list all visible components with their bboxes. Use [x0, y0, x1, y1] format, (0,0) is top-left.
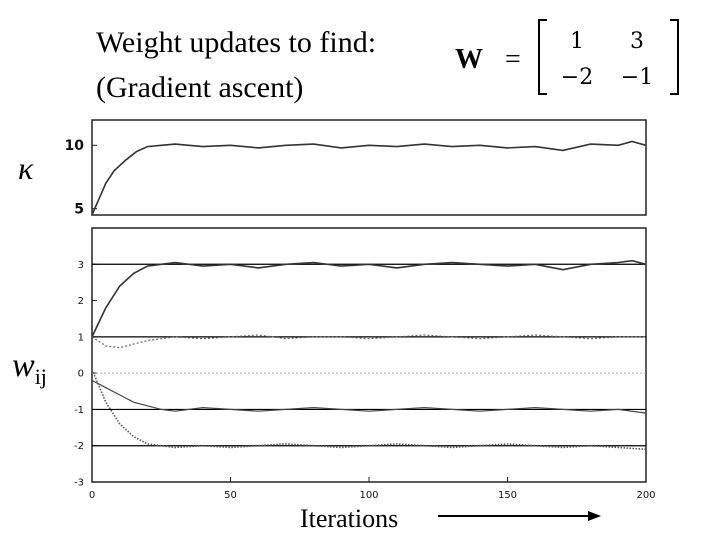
weights-xtick-label: 50: [224, 490, 237, 501]
left-bracket: [538, 19, 547, 95]
weights-xtick-label: 150: [498, 490, 517, 501]
title-line-1: Weight updates to find:: [96, 26, 377, 59]
matrix-equation: W = 1 3 −2 −1: [455, 19, 679, 95]
weights-ytick-label: 3: [78, 260, 84, 271]
kappa-label: κ: [18, 150, 34, 186]
kappa-ytick-label: 5: [74, 202, 84, 218]
kappa-series-line-1: [91, 140, 647, 216]
weights-xtick-label: 0: [89, 490, 95, 501]
title-line-2: (Gradient ascent): [96, 71, 304, 104]
matrix-cell-11: 1: [570, 29, 584, 54]
wij-label-w: w: [12, 347, 35, 384]
weights-ytick-label: 1: [78, 332, 84, 343]
equals-sign: =: [505, 44, 521, 75]
matrix-cell-21: −2: [561, 65, 593, 90]
kappa-ytick-label: 10: [65, 138, 85, 154]
wij-label: wij: [12, 347, 47, 390]
x-axis-label: Iterations: [300, 504, 399, 533]
weights-xtick-label: 100: [359, 490, 378, 501]
matrix-cell-12: 3: [630, 29, 644, 54]
wij-label-sub: ij: [34, 363, 47, 389]
arrow-icon: [438, 511, 601, 521]
weights-series-line-2: [91, 334, 646, 349]
matrix-symbol: W: [455, 44, 483, 75]
kappa-plot: 5 10: [65, 119, 647, 218]
weights-series-line-3: [91, 379, 647, 414]
matrix-cell-22: −1: [621, 65, 653, 90]
weights-ytick-label: -2: [74, 441, 84, 452]
weights-ytick-label: 2: [78, 296, 84, 307]
weights-xtick-label: 200: [636, 490, 655, 501]
weights-frame: [91, 227, 647, 483]
weights-ytick-label: -3: [74, 478, 84, 489]
weights-plot: -3 -2 -1 0 1 2 3 0 50 100 150 200: [74, 227, 656, 501]
kappa-frame: [91, 119, 647, 216]
weights-ytick-label: -1: [74, 405, 84, 416]
weights-series-line-1: [91, 259, 647, 338]
weights-ytick-label: 0: [78, 369, 84, 380]
right-bracket: [670, 19, 679, 95]
weights-series-line-4: [91, 369, 647, 451]
